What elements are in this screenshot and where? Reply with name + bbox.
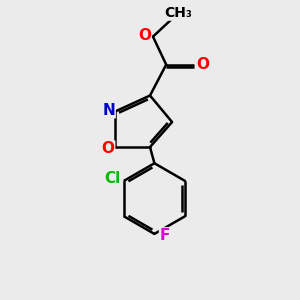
Text: CH₃: CH₃ (164, 6, 192, 20)
Text: O: O (102, 141, 115, 156)
Text: O: O (196, 56, 209, 71)
Text: N: N (102, 103, 115, 118)
Text: O: O (138, 28, 151, 43)
Text: Cl: Cl (104, 171, 120, 186)
Text: F: F (160, 228, 170, 243)
